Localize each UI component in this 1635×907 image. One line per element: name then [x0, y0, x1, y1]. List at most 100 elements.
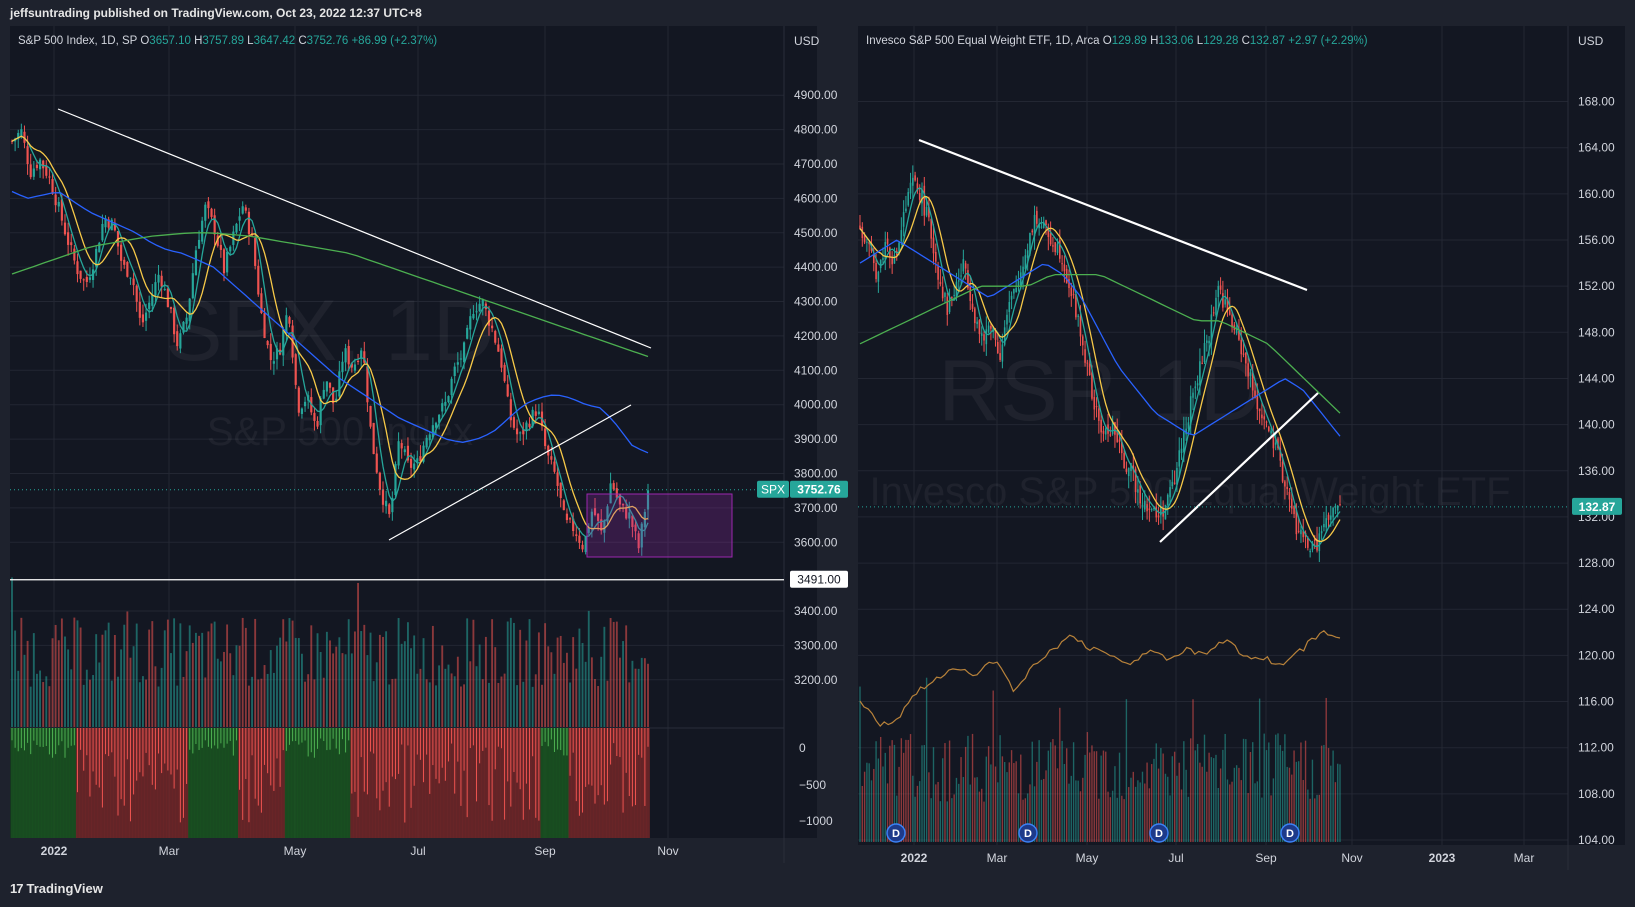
candle-body — [1245, 352, 1247, 364]
oscillator-bar — [317, 728, 319, 749]
volume-bar — [453, 676, 456, 727]
volume-bar — [407, 622, 409, 727]
oscillator-zone — [440, 728, 445, 838]
candle-body — [886, 238, 889, 244]
oscillator-bar — [245, 728, 247, 779]
volume-bar — [394, 678, 397, 727]
candle-body — [992, 326, 995, 332]
oscillator-zone — [384, 728, 388, 838]
candle-body — [1183, 429, 1185, 453]
oscillator-zone — [515, 728, 519, 838]
candle-body — [1033, 214, 1036, 237]
oscillator-zone — [281, 728, 286, 838]
y-tick-label: 3400.00 — [794, 604, 838, 618]
oscillator-zone — [225, 728, 229, 838]
oscillator-bar — [544, 728, 546, 742]
oscillator-bar — [423, 728, 425, 783]
y-tick-label: 3200.00 — [794, 673, 838, 687]
candle-body — [391, 497, 394, 513]
volume-bar — [1256, 781, 1259, 842]
volume-bar — [1295, 761, 1298, 842]
volume-bar — [978, 791, 981, 842]
oscillator-bar — [566, 728, 568, 756]
oscillator-zone — [69, 728, 74, 838]
candle-body — [550, 456, 553, 460]
candle-body — [600, 519, 603, 531]
candle-body — [1268, 426, 1270, 432]
candle-body — [487, 310, 491, 326]
oscillator-bar — [292, 728, 294, 742]
candle-body — [976, 321, 978, 325]
volume-bar — [1086, 732, 1089, 842]
ema-yellow-line — [859, 195, 1341, 542]
candle-body — [1327, 514, 1330, 520]
tradingview-logo[interactable]: 17 TradingView — [10, 881, 103, 896]
volume-bar — [1233, 767, 1236, 842]
candle-body — [1153, 507, 1155, 510]
volume-bar — [1192, 699, 1194, 842]
candle-body — [17, 132, 20, 140]
candle-body — [918, 193, 921, 200]
volume-bar — [1254, 783, 1256, 842]
oscillator-zone — [484, 728, 488, 838]
open-value: 3657.10 — [149, 35, 191, 47]
candle-body — [1022, 266, 1024, 277]
volume-bar — [999, 735, 1001, 842]
y-tick-label: 168.00 — [1578, 95, 1615, 109]
oscillator-bar — [460, 728, 462, 806]
candle-body — [900, 230, 903, 241]
volume-bar — [1137, 780, 1139, 842]
candle-body — [57, 201, 60, 207]
oscillator-bar — [201, 728, 203, 748]
candle-body — [73, 248, 76, 261]
y-tick-label: 4400.00 — [794, 260, 838, 274]
candle-body — [63, 222, 67, 235]
panel-divider — [851, 26, 858, 871]
volume-bar — [997, 782, 999, 842]
volume-bar — [1072, 742, 1075, 842]
candle-body — [575, 534, 578, 536]
oscillator-bar — [597, 728, 599, 796]
volume-bar — [500, 676, 503, 727]
oscillator-zone — [234, 728, 239, 838]
oscillator-bar — [441, 728, 443, 768]
candle-body — [1300, 529, 1302, 535]
volume-bar — [350, 653, 353, 727]
candle-body — [1284, 481, 1286, 487]
volume-bar — [460, 686, 462, 727]
open-label: O — [140, 35, 150, 47]
candle-body — [1130, 463, 1132, 472]
candle-body — [1040, 226, 1043, 228]
candle-body — [1217, 285, 1220, 298]
candle-body — [1215, 297, 1217, 315]
oscillator-bar — [513, 728, 515, 773]
candle-body — [1160, 506, 1162, 516]
volume-bar — [1045, 770, 1047, 842]
oscillator-bar — [591, 728, 593, 786]
volume-bar — [615, 621, 618, 727]
symbol-tag-label: SPX — [761, 483, 785, 497]
candle-body — [173, 307, 176, 335]
oscillator-zone — [493, 728, 498, 838]
oscillator-bar — [578, 728, 580, 816]
candle-body — [406, 445, 410, 461]
candle-body — [67, 232, 70, 245]
volume-bar — [987, 746, 990, 842]
candle-body — [185, 317, 188, 324]
volume-bar — [288, 618, 291, 727]
oscillator-zone — [50, 728, 55, 838]
oscillator-bar — [148, 728, 150, 766]
oscillator-bar — [142, 728, 144, 777]
volume-bar — [1297, 761, 1300, 842]
volume-bar — [1187, 796, 1190, 842]
volume-bar — [606, 680, 609, 727]
close-value: 132.87 — [1249, 35, 1286, 47]
candle-body — [1098, 408, 1100, 421]
volume-bar — [378, 634, 381, 727]
volume-bar — [244, 627, 247, 727]
volume-bar — [1178, 762, 1180, 842]
oscillator-zone — [496, 728, 501, 838]
oscillator-bar — [376, 728, 378, 799]
oscillator-zone — [44, 728, 49, 838]
